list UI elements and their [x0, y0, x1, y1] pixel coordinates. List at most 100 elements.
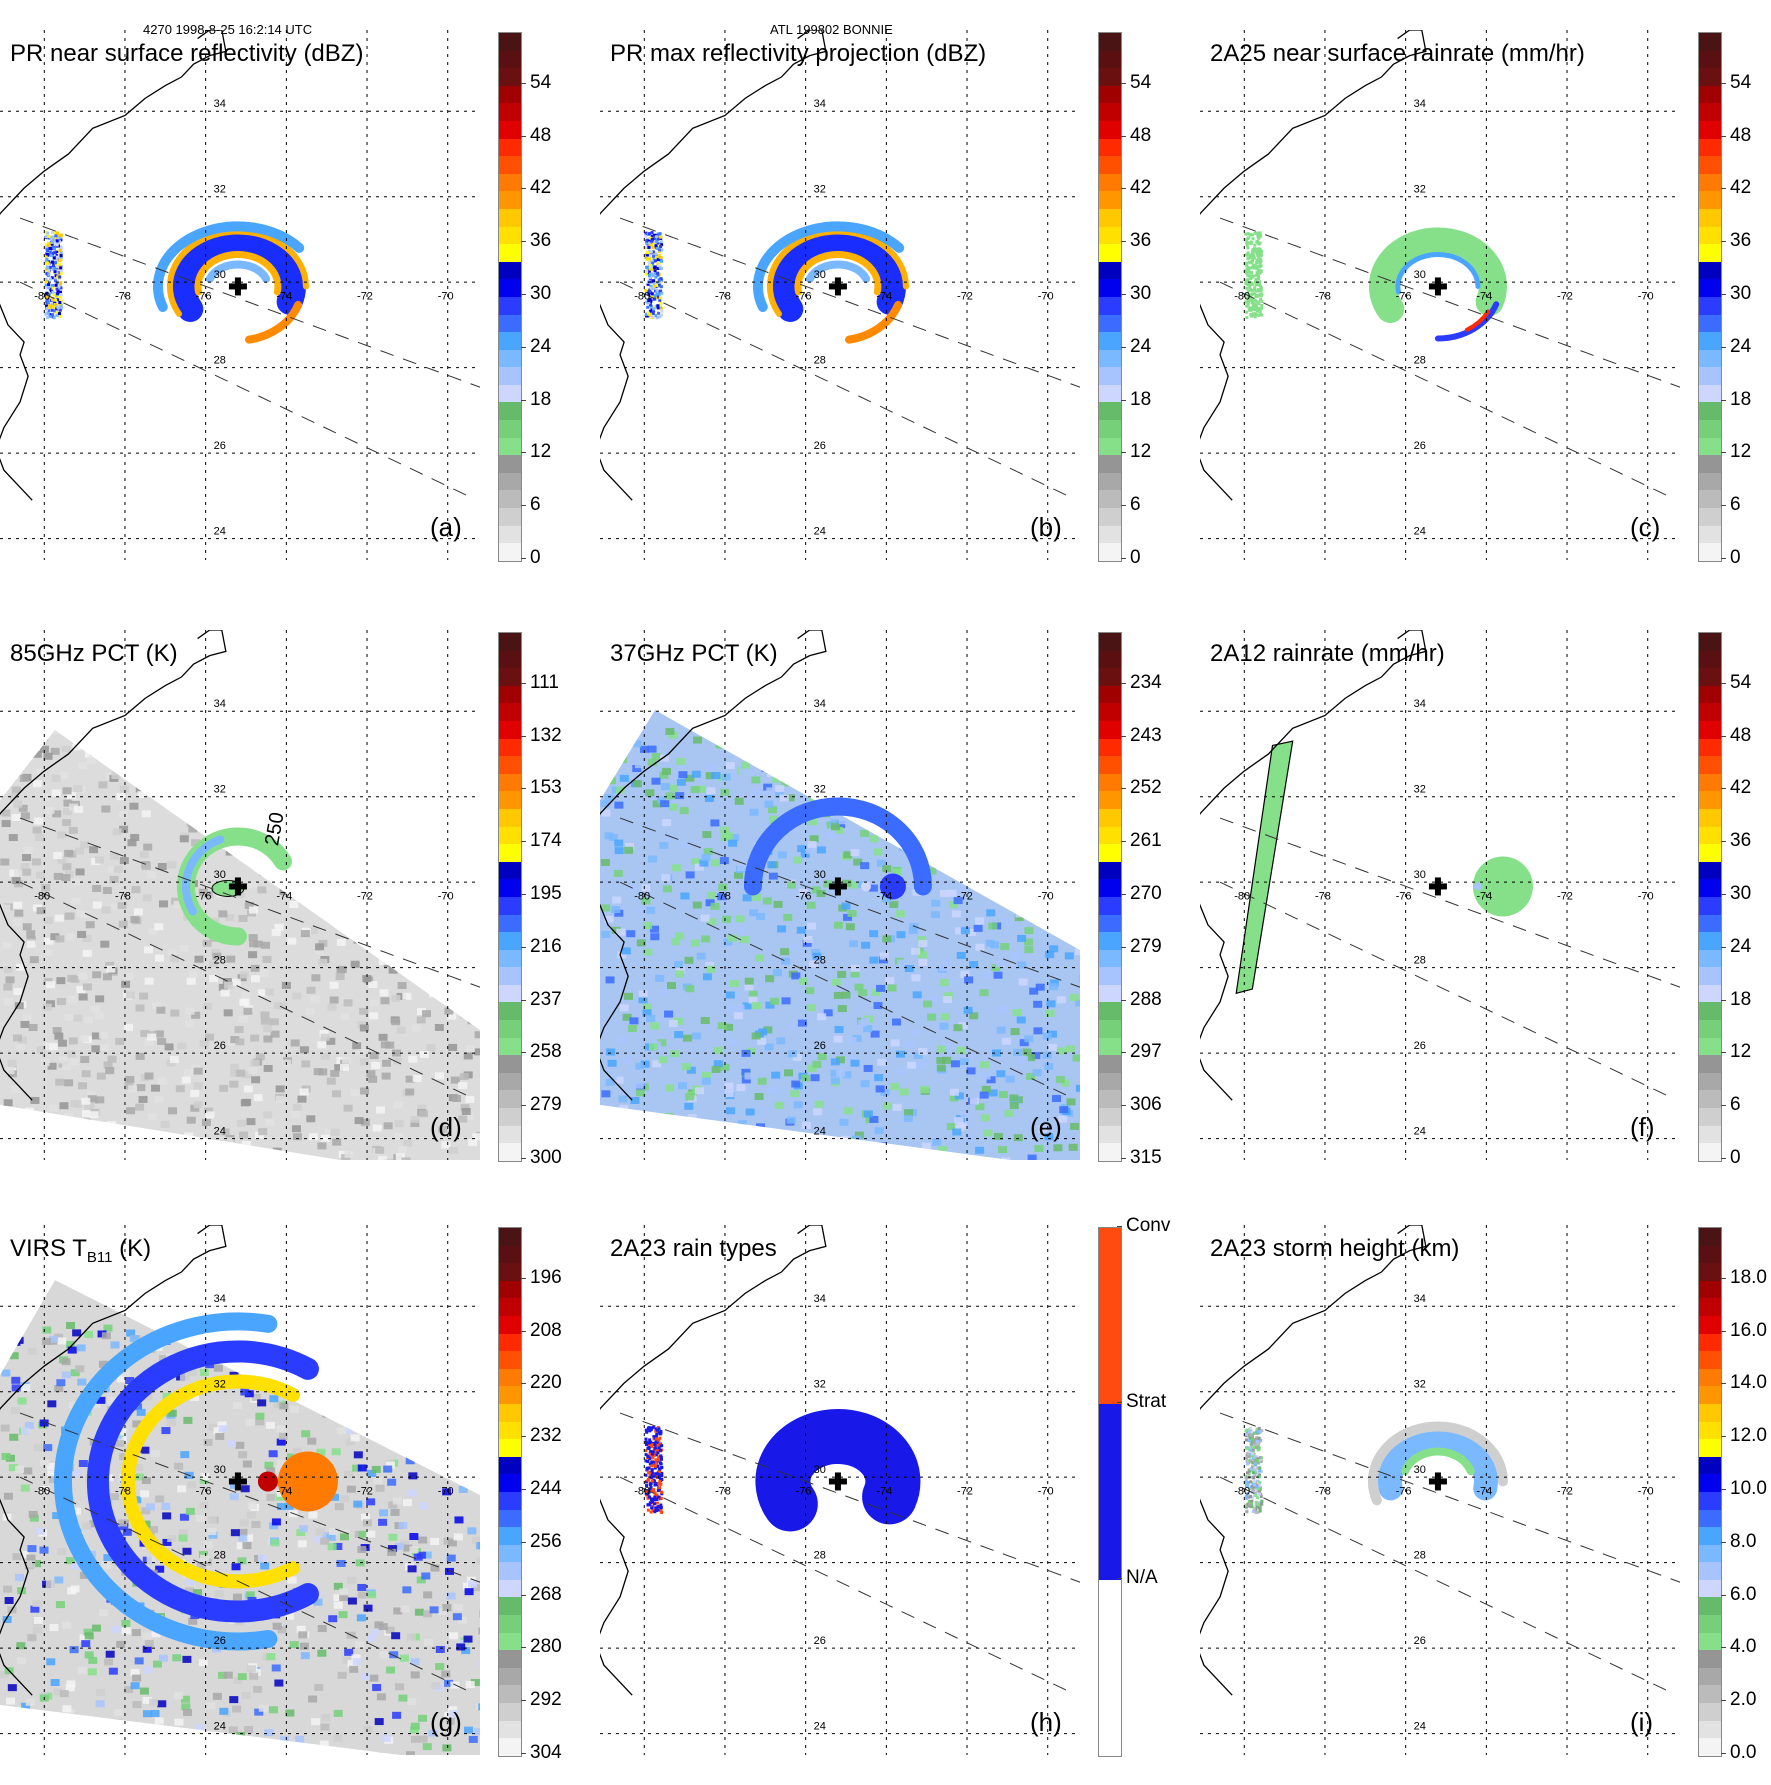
- colorbar-segment: [1699, 985, 1721, 1003]
- field-cell: [239, 999, 248, 1006]
- field-cell: [30, 956, 39, 963]
- colorbar-segment: [499, 809, 521, 827]
- field-cell: [13, 1034, 22, 1041]
- field-cell: [157, 1038, 166, 1045]
- field-cell: [321, 1053, 330, 1060]
- rain-pixel: [1254, 315, 1257, 318]
- field-cell: [442, 1744, 451, 1751]
- colorbar-segment: [499, 1404, 521, 1422]
- colorbar-tick-label: 24: [530, 336, 551, 358]
- rain-pixel: [47, 244, 50, 247]
- field-cell: [650, 1022, 659, 1029]
- field-cell: [917, 1061, 926, 1068]
- rain-pixel: [1259, 1488, 1262, 1491]
- colorbar-segment: [1099, 1143, 1121, 1161]
- lat-label: 34: [814, 1293, 826, 1305]
- colorbar-segment: [1699, 174, 1721, 192]
- rain-pixel: [54, 270, 57, 273]
- field-cell: [454, 1534, 463, 1541]
- field-cell: [676, 758, 685, 765]
- field-cell: [266, 1653, 275, 1660]
- field-cell: [151, 1710, 160, 1717]
- colorbar-tick-label: 279: [1130, 936, 1162, 958]
- colorbar-segment: [1099, 526, 1121, 544]
- colorbar-segment: [499, 1597, 521, 1615]
- rain-pixel: [653, 1502, 656, 1505]
- field-cell: [996, 1070, 1005, 1077]
- colorbar-segment: [1699, 703, 1721, 721]
- colorbar-segment: [499, 827, 521, 845]
- colorbar-segment: [1099, 385, 1121, 403]
- field-cell: [55, 935, 64, 942]
- field-cell: [765, 975, 774, 982]
- colorbar-segment: [499, 1738, 521, 1756]
- field-cell: [3, 1586, 12, 1593]
- colorbar-segment: [1699, 1474, 1721, 1492]
- field-cell: [790, 1090, 799, 1097]
- field-cell: [397, 1027, 406, 1034]
- field-cell: [109, 1668, 118, 1675]
- colorbar-segment: [499, 651, 521, 669]
- rain-pixel: [1259, 1456, 1262, 1459]
- field-cell: [952, 1129, 961, 1136]
- field-cell: [649, 1043, 658, 1050]
- colorbar-tick-label: 14.0: [1730, 1372, 1767, 1394]
- field-cell: [161, 1427, 170, 1434]
- colorbar-tick-label: 18.0: [1730, 1267, 1767, 1289]
- field-cell: [49, 1104, 58, 1111]
- rain-pixel: [1255, 1446, 1258, 1449]
- colorbar-segment: [499, 1351, 521, 1369]
- colorbar-segment: [1099, 103, 1121, 121]
- field-cell: [290, 1641, 299, 1648]
- field-cell: [629, 1017, 638, 1024]
- field-cell: [1014, 1134, 1023, 1141]
- field-cell: [174, 1463, 183, 1470]
- field-cell: [659, 842, 668, 849]
- field-cell: [306, 1008, 315, 1015]
- field-cell: [940, 890, 949, 897]
- colorbar-segment: [1699, 862, 1721, 880]
- field-cell: [130, 916, 139, 923]
- field-cell: [674, 961, 683, 968]
- field-cell: [367, 1635, 376, 1642]
- rain-pixel: [1258, 1484, 1261, 1487]
- field-cell: [187, 1117, 196, 1124]
- rain-pixel: [1259, 298, 1262, 301]
- lat-label: 28: [814, 355, 826, 367]
- field-cell: [720, 857, 729, 864]
- field-cell: [317, 1650, 326, 1657]
- field-cell: [402, 1586, 411, 1593]
- field-cell: [364, 1726, 373, 1733]
- rain-pixel: [59, 266, 62, 269]
- field-cell: [380, 989, 389, 996]
- field-cell: [728, 840, 737, 847]
- field-cell: [182, 1077, 191, 1084]
- colorbar-tick-label: 30: [1130, 283, 1151, 305]
- field-cell: [661, 874, 670, 881]
- field-cell: [474, 1728, 480, 1735]
- rain-pixel: [51, 261, 54, 264]
- field-cell: [76, 868, 85, 875]
- rain-pixel: [60, 293, 63, 296]
- field-cell: [114, 1709, 123, 1716]
- colorbar-segment: [1699, 1721, 1721, 1739]
- colorbar-segment: [1099, 367, 1121, 385]
- field-cell: [44, 917, 53, 924]
- field-cell: [292, 992, 301, 999]
- field-cell: [95, 1012, 104, 1019]
- lat-label: 30: [214, 869, 226, 881]
- colorbar-tick-label: 16.0: [1730, 1320, 1767, 1342]
- colorbar-segment: [1099, 668, 1121, 686]
- field-cell: [815, 1101, 824, 1108]
- field-cell: [143, 894, 152, 901]
- rain-pixel: [646, 1479, 649, 1482]
- rain-pixel: [1258, 1469, 1261, 1472]
- colorbar-segment: [1699, 1281, 1721, 1299]
- field-cell: [350, 1089, 359, 1096]
- colorbar-segment: [1699, 756, 1721, 774]
- field-cell: [670, 1050, 679, 1057]
- lat-label: 34: [214, 698, 226, 710]
- field-cell: [186, 1008, 195, 1015]
- rain-pixel: [657, 263, 660, 266]
- colorbar-segment: [499, 915, 521, 933]
